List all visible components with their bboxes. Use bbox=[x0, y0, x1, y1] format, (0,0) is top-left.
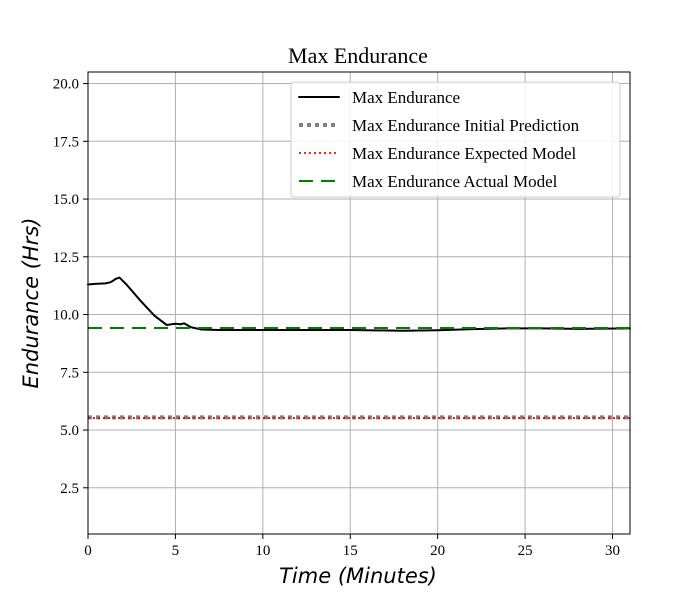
x-axis-label: Time (Minutes) bbox=[279, 564, 437, 588]
y-tick-label: 12.5 bbox=[53, 250, 79, 266]
x-tick-label: 25 bbox=[518, 543, 533, 559]
legend-label: Max Endurance Expected Model bbox=[352, 144, 576, 163]
legend: Max Endurance Max Endurance Initial Predi… bbox=[290, 81, 621, 198]
y-tick-label: 2.5 bbox=[60, 481, 79, 497]
legend-label: Max Endurance Initial Prediction bbox=[352, 116, 580, 135]
legend-label: Max Endurance Actual Model bbox=[352, 172, 558, 191]
x-tick-label: 15 bbox=[343, 543, 358, 559]
y-tick-label: 7.5 bbox=[60, 365, 79, 381]
ticks: 0 5 10 15 20 25 30 2.5 5.0 7.5 10.0 12.5 15.0 17.5 20.… bbox=[53, 77, 620, 559]
legend-box bbox=[290, 81, 621, 198]
y-tick-label: 10.0 bbox=[53, 308, 79, 324]
y-tick-label: 5.0 bbox=[60, 423, 79, 439]
x-tick-label: 0 bbox=[84, 543, 92, 559]
chart-title: Max Endurance bbox=[288, 43, 428, 68]
x-tick-label: 10 bbox=[255, 543, 270, 559]
y-tick-label: 17.5 bbox=[53, 134, 79, 150]
y-axis-label: Endurance (Hrs) bbox=[19, 218, 43, 389]
series-layer bbox=[87, 276, 631, 420]
series-line-1 bbox=[87, 276, 631, 332]
x-tick-label: 5 bbox=[172, 543, 180, 559]
y-tick-label: 20.0 bbox=[53, 77, 79, 93]
legend-label: Max Endurance bbox=[352, 88, 460, 107]
x-tick-label: 30 bbox=[605, 543, 620, 559]
x-tick-label: 20 bbox=[430, 543, 445, 559]
y-tick-label: 15.0 bbox=[53, 192, 79, 208]
plot-frame bbox=[87, 71, 631, 535]
